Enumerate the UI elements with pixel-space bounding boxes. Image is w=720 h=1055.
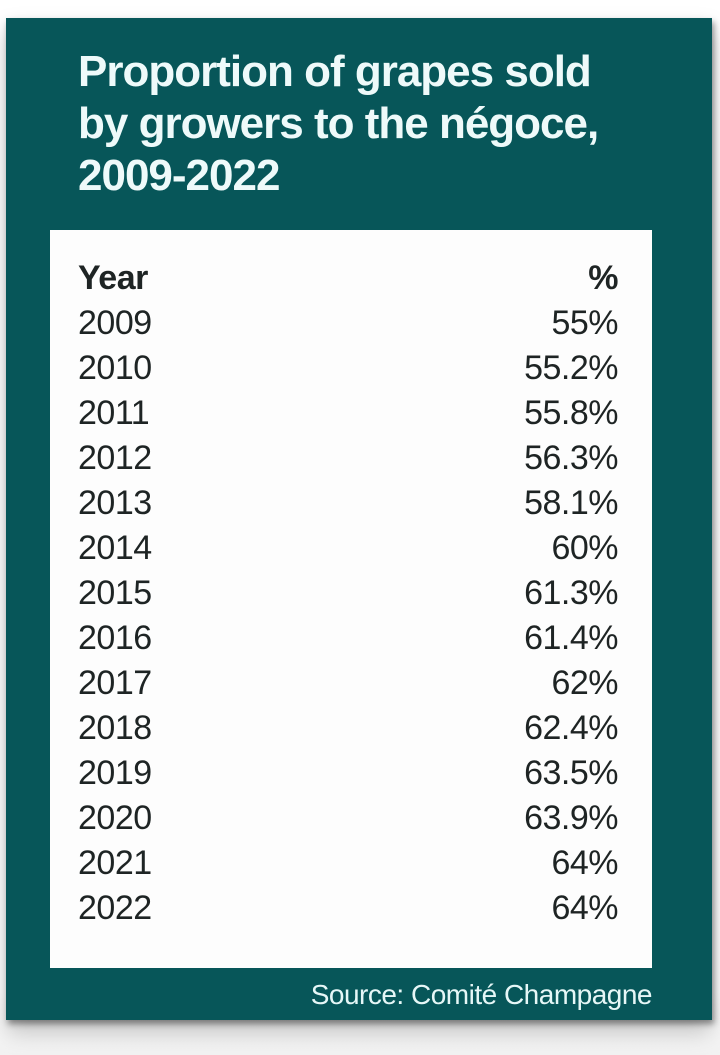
year-cell: 2021 xyxy=(78,844,152,882)
table-header-row: Year % xyxy=(78,256,618,301)
source-attribution: Source: Comité Champagne xyxy=(310,979,653,1010)
year-cell: 2010 xyxy=(78,349,152,387)
infographic-card: Proportion of grapes sold by growers to … xyxy=(6,18,712,1020)
year-cell: 2016 xyxy=(78,619,152,657)
percent-cell: 58.1% xyxy=(524,484,618,522)
year-cell: 2020 xyxy=(78,799,152,837)
table-row: 2013 58.1% xyxy=(78,481,618,526)
year-cell: 2017 xyxy=(78,664,152,702)
percent-cell: 61.3% xyxy=(524,574,618,612)
data-table-panel: Year % 2009 55% 2010 55.2% 2011 55.8% 2012 56.3… xyxy=(50,230,652,968)
table-row: 2010 55.2% xyxy=(78,346,618,391)
percent-cell: 64% xyxy=(551,844,618,882)
year-cell: 2012 xyxy=(78,439,152,477)
percent-cell: 61.4% xyxy=(524,619,618,657)
chart-title-line: Proportion of grapes sold xyxy=(78,47,592,96)
table-row: 2015 61.3% xyxy=(78,571,618,616)
table-body: 2009 55% 2010 55.2% 2011 55.8% 2012 56.3% 2013 58… xyxy=(78,301,618,931)
table-row: 2012 56.3% xyxy=(78,436,618,481)
year-cell: 2011 xyxy=(78,394,150,432)
table-row: 2022 64% xyxy=(78,886,618,931)
year-cell: 2018 xyxy=(78,709,152,747)
table-row: 2011 55.8% xyxy=(78,391,618,436)
percent-cell: 64% xyxy=(551,889,618,927)
year-cell: 2013 xyxy=(78,484,152,522)
table-row: 2014 60% xyxy=(78,526,618,571)
percent-cell: 55.2% xyxy=(524,349,618,387)
table-row: 2016 61.4% xyxy=(78,616,618,661)
table-row: 2021 64% xyxy=(78,841,618,886)
percent-cell: 63.9% xyxy=(524,799,618,837)
chart-title: Proportion of grapes sold by growers to … xyxy=(78,46,678,202)
year-cell: 2015 xyxy=(78,574,152,612)
year-cell: 2014 xyxy=(78,529,152,567)
percent-column-header: % xyxy=(588,259,618,297)
year-cell: 2009 xyxy=(78,304,152,342)
year-column-header: Year xyxy=(78,259,148,297)
percent-cell: 55% xyxy=(551,304,618,342)
table-row: 2018 62.4% xyxy=(78,706,618,751)
percent-cell: 62.4% xyxy=(524,709,618,747)
percent-cell: 62% xyxy=(551,664,618,702)
table-row: 2009 55% xyxy=(78,301,618,346)
percent-cell: 55.8% xyxy=(524,394,618,432)
chart-title-line: 2009-2022 xyxy=(78,151,280,200)
chart-title-line: by growers to the négoce, xyxy=(78,99,599,148)
table-row: 2019 63.5% xyxy=(78,751,618,796)
table-row: 2017 62% xyxy=(78,661,618,706)
percent-cell: 63.5% xyxy=(524,754,618,792)
percent-cell: 60% xyxy=(551,529,618,567)
percent-cell: 56.3% xyxy=(524,439,618,477)
year-cell: 2022 xyxy=(78,889,152,927)
table-row: 2020 63.9% xyxy=(78,796,618,841)
year-cell: 2019 xyxy=(78,754,152,792)
